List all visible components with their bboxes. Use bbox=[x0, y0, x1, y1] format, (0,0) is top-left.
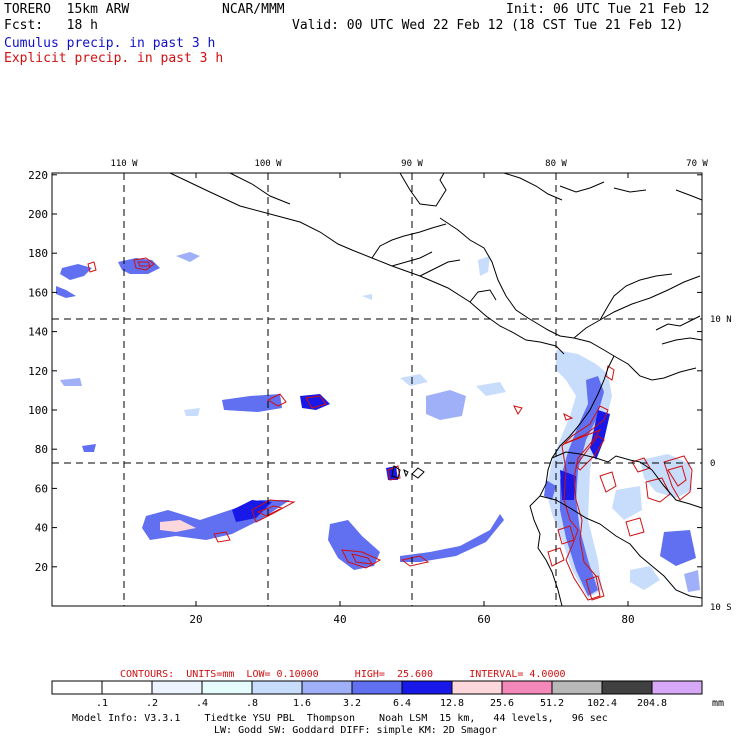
colorbar-tick-label: .2 bbox=[146, 698, 158, 709]
colorbar-swatch bbox=[201, 680, 253, 695]
y-tick-label: 100 bbox=[28, 404, 48, 417]
y-tick-label: 120 bbox=[28, 365, 48, 378]
colorbar-swatch bbox=[301, 680, 353, 695]
longitude-label: 110 W bbox=[110, 159, 138, 169]
graticule bbox=[52, 173, 702, 606]
forecast-hour: Fcst: 18 h bbox=[4, 18, 98, 33]
x-tick-label: 20 bbox=[189, 613, 202, 626]
colorbar-tick-label: 1.6 bbox=[293, 698, 311, 709]
colorbar-tick-label: 51.2 bbox=[540, 698, 564, 709]
longitude-label: 90 W bbox=[401, 159, 423, 169]
model-title: TORERO 15km ARW bbox=[4, 2, 130, 17]
colorbar-tick-label: 25.6 bbox=[490, 698, 514, 709]
y-tick-label: 20 bbox=[35, 561, 48, 574]
colorbar-tick-label: 204.8 bbox=[637, 698, 667, 709]
x-tick-label: 80 bbox=[621, 613, 634, 626]
valid-time: Valid: 00 UTC Wed 22 Feb 12 (18 CST Tue … bbox=[292, 18, 684, 33]
x-tick-label: 40 bbox=[333, 613, 346, 626]
colorbar-swatch bbox=[501, 680, 553, 695]
colorbar-swatch bbox=[251, 680, 303, 695]
y-tick-label: 140 bbox=[28, 326, 48, 339]
model-physics: LW: Godd SW: Goddard DIFF: simple KM: 2D… bbox=[214, 725, 497, 736]
colorbar-labels: .1 .2 .4 .8 1.6 3.2 6.4 12.8 25.6 51.2 102.4 204.8 bbox=[96, 698, 667, 709]
y-tick-label: 40 bbox=[35, 522, 48, 535]
colorbar-swatch bbox=[51, 680, 103, 695]
longitude-label: 80 W bbox=[545, 159, 567, 169]
colorbar-tick-label: 6.4 bbox=[393, 698, 411, 709]
contours-info: CONTOURS: UNITS=mm LOW= 0.10000 HIGH= 25… bbox=[120, 669, 566, 680]
legend-cumulus: Cumulus precip. in past 3 h bbox=[4, 36, 216, 51]
init-time: Init: 06 UTC Tue 21 Feb 12 bbox=[506, 2, 710, 17]
y-tick-label: 160 bbox=[28, 286, 48, 299]
y-tick-label: 80 bbox=[35, 443, 48, 456]
colorbar-tick-label: 12.8 bbox=[440, 698, 464, 709]
map-frame bbox=[51, 172, 703, 607]
colorbar-boxes bbox=[51, 680, 703, 695]
legend-explicit: Explicit precip. in past 3 h bbox=[4, 51, 224, 66]
latitude-labels: 10 N 0 10 S bbox=[710, 315, 732, 613]
longitude-label: 100 W bbox=[254, 159, 282, 169]
colorbar-unit: mm bbox=[712, 698, 724, 709]
colorbar-tick-label: .8 bbox=[246, 698, 258, 709]
y-tick-label: 220 bbox=[28, 169, 48, 182]
colorbar-swatch bbox=[401, 680, 453, 695]
y-tick-label: 180 bbox=[28, 247, 48, 260]
colorbar-swatch bbox=[651, 680, 703, 695]
y-axis-ticks: 20 40 60 80 100 120 140 160 180 200 220 bbox=[28, 169, 702, 574]
longitude-labels: 110 W 100 W 90 W 80 W 70 W bbox=[110, 159, 708, 169]
latitude-label: 10 S bbox=[710, 603, 732, 613]
latitude-label: 10 N bbox=[710, 315, 732, 325]
coastlines bbox=[169, 172, 703, 607]
org-label: NCAR/MMM bbox=[222, 2, 285, 17]
colorbar-tick-label: 3.2 bbox=[343, 698, 361, 709]
colorbar-swatch bbox=[601, 680, 653, 695]
longitude-label: 70 W bbox=[686, 159, 708, 169]
colorbar-swatch bbox=[551, 680, 603, 695]
model-info: Model Info: V3.3.1 Tiedtke YSU PBL Thomp… bbox=[72, 713, 608, 724]
x-tick-label: 60 bbox=[477, 613, 490, 626]
colorbar-tick-label: 102.4 bbox=[587, 698, 617, 709]
colorbar-tick-label: .4 bbox=[196, 698, 208, 709]
colorbar-swatch bbox=[451, 680, 503, 695]
x-axis-ticks: 2040608010012014016018020022024026028030… bbox=[189, 173, 635, 626]
explicit-precip-contours bbox=[87, 257, 693, 601]
colorbar-swatch bbox=[151, 680, 203, 695]
colorbar-swatch bbox=[351, 680, 403, 695]
colorbar-tick-label: .1 bbox=[96, 698, 108, 709]
cumulus-precip-areas bbox=[56, 252, 700, 598]
latitude-label: 0 bbox=[710, 459, 715, 469]
y-tick-label: 60 bbox=[35, 482, 48, 495]
colorbar-swatch bbox=[101, 680, 153, 695]
y-tick-label: 200 bbox=[28, 208, 48, 221]
